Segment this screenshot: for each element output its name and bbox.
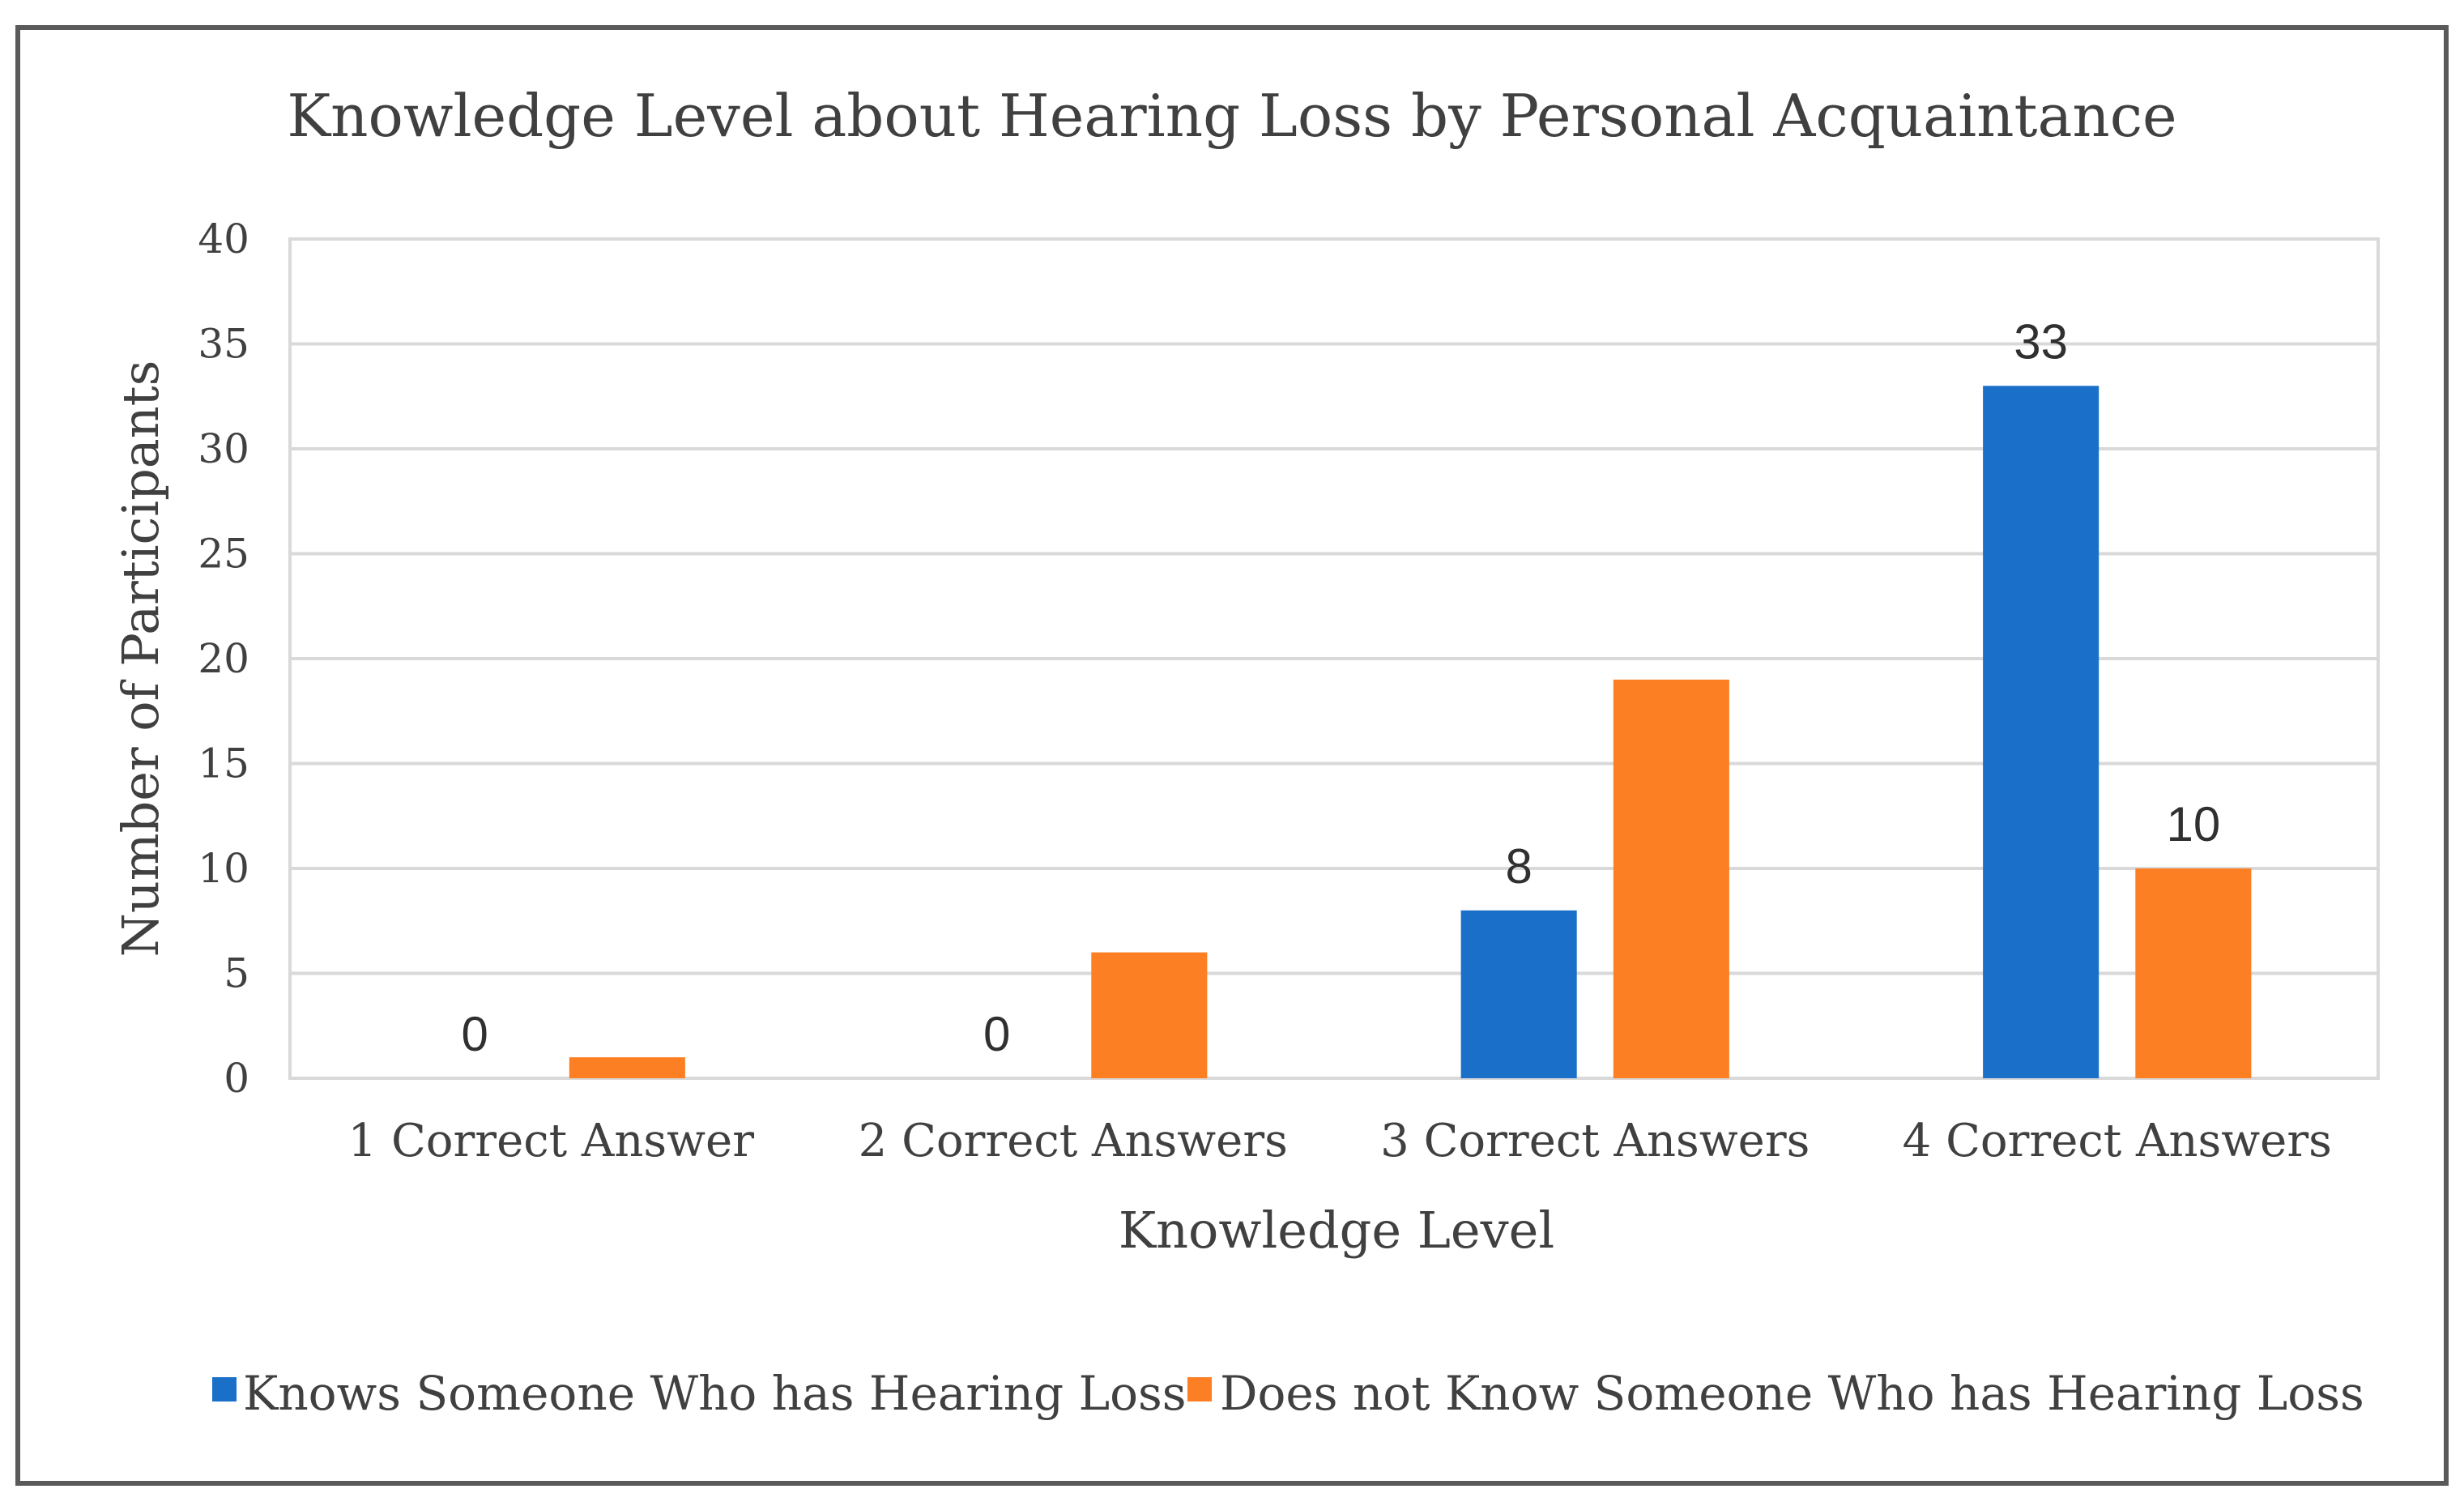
legend: Knows Someone Who has Hearing Loss Does … [212,1366,2364,1421]
y-tick-label: 15 [198,740,249,787]
legend-swatch-knows [212,1377,237,1401]
y-axis-title: Number of Participants [111,361,170,958]
y-tick-label: 25 [198,531,249,578]
legend-label-does-not-know: Does not Know Someone Who has Hearing Lo… [1220,1366,2364,1421]
data-label-knows-4: 33 [2014,314,2068,369]
y-tick-label: 35 [198,321,249,368]
y-tick-label: 10 [198,845,249,892]
bars [569,386,2252,1078]
bar-does-not-know-3 [1613,679,1729,1078]
y-tick-label: 0 [224,1055,249,1102]
x-category-labels: 1 Correct Answer 2 Correct Answers 3 Corre… [348,1115,2332,1167]
y-tick-label: 5 [224,950,249,997]
bar-knows-4 [1983,386,2100,1078]
x-category-label: 3 Correct Answers [1380,1115,1810,1167]
data-label-knows-3: 8 [1505,839,1532,894]
bar-does-not-know-1 [569,1057,685,1078]
y-tick-label: 40 [198,215,249,262]
y-tick-labels: 0 5 10 15 20 25 30 35 40 [198,215,249,1102]
bar-knows-3 [1460,910,1577,1078]
bar-does-not-know-2 [1091,952,1208,1078]
legend-label-knows: Knows Someone Who has Hearing Loss [243,1366,1187,1421]
x-category-label: 2 Correct Answers [859,1115,1288,1167]
legend-swatch-does-not-know [1187,1377,1212,1401]
data-label-knows-2: 0 [983,1007,1010,1061]
data-label-knows-1: 0 [461,1007,488,1061]
plot-area-border [288,237,2380,1080]
x-category-label: 4 Correct Answers [1903,1115,2332,1167]
y-tick-label: 30 [198,425,249,472]
y-tick-label: 20 [198,635,249,682]
data-labels: 0 0 8 33 10 [461,314,2220,1061]
x-category-label: 1 Correct Answer [348,1115,755,1167]
chart-title: Knowledge Level about Hearing Loss by Pe… [287,82,2176,150]
x-axis-title: Knowledge Level [1119,1201,1554,1260]
bar-does-not-know-4 [2135,868,2252,1078]
data-label-does-not-know-4: 10 [2166,797,2220,851]
